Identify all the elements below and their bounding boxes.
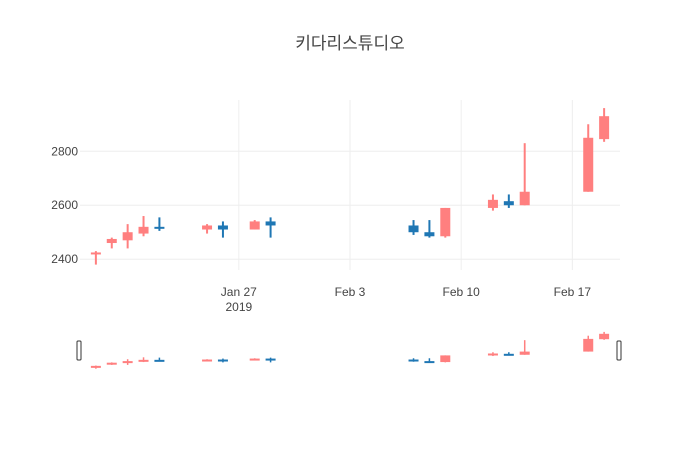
slider-candle-body bbox=[122, 361, 133, 364]
slider-candle-body bbox=[503, 353, 514, 356]
candle-body bbox=[519, 191, 530, 206]
range-slider-left-handle[interactable] bbox=[76, 340, 82, 361]
candle-body bbox=[154, 226, 165, 229]
candle-increasing bbox=[440, 207, 451, 238]
slider-candle-body bbox=[90, 365, 101, 368]
candle-body bbox=[487, 199, 498, 208]
slider-candle-body bbox=[519, 351, 530, 355]
candle-increasing bbox=[138, 216, 149, 237]
chart-title: 키다리스튜디오 bbox=[295, 34, 404, 54]
slider-candle-body bbox=[583, 338, 594, 352]
candle-body bbox=[106, 238, 117, 244]
candle-decreasing bbox=[217, 221, 228, 238]
candle-increasing bbox=[519, 143, 530, 206]
slider-candle bbox=[487, 352, 498, 357]
x-tick-label: Feb 17 bbox=[554, 285, 592, 299]
candle-body bbox=[424, 232, 435, 237]
slider-candle-body bbox=[487, 353, 498, 356]
x-tick-label: Jan 27 bbox=[221, 285, 257, 299]
x-tick-label: Feb 10 bbox=[442, 285, 480, 299]
candle-increasing bbox=[122, 224, 133, 249]
slider-candle bbox=[138, 357, 149, 363]
candle-decreasing bbox=[424, 220, 435, 238]
slider-candle bbox=[122, 359, 133, 365]
range-slider-background bbox=[80, 330, 620, 370]
candle-body bbox=[217, 225, 228, 230]
slider-candle bbox=[440, 355, 451, 363]
range-slider-right-handle[interactable] bbox=[616, 340, 622, 361]
candle-increasing bbox=[583, 124, 594, 192]
slider-candle-body bbox=[408, 359, 419, 362]
candle-increasing bbox=[90, 251, 101, 265]
candle-increasing bbox=[249, 220, 260, 230]
slider-candle bbox=[217, 358, 228, 363]
candle-body bbox=[265, 221, 276, 226]
candle-increasing bbox=[106, 237, 117, 249]
slider-candle-body bbox=[249, 358, 260, 361]
slider-candle bbox=[154, 357, 165, 362]
slider-candle bbox=[265, 357, 276, 363]
x-tick-label: Feb 3 bbox=[335, 285, 366, 299]
grid-layer bbox=[80, 100, 620, 270]
range-slider[interactable] bbox=[76, 330, 622, 370]
slider-candle-body bbox=[424, 361, 435, 364]
candle-body bbox=[138, 226, 149, 234]
candle-increasing bbox=[487, 194, 498, 211]
candle-increasing bbox=[202, 224, 213, 234]
slider-candle-body bbox=[265, 358, 276, 361]
slider-candle-body bbox=[202, 359, 213, 362]
candle-body bbox=[599, 116, 610, 140]
slider-candle bbox=[519, 340, 530, 355]
candle-body bbox=[408, 225, 419, 233]
slider-candle bbox=[583, 335, 594, 352]
slider-candle-body bbox=[138, 359, 149, 362]
candle-layer bbox=[90, 108, 610, 265]
y-tick-label: 2400 bbox=[51, 252, 78, 266]
axis-layer: 2400 2600 2800 Jan 27 Feb 3 Feb 10 Feb 17 2019 bbox=[51, 144, 591, 314]
slider-candle bbox=[503, 352, 514, 356]
slider-candle bbox=[90, 365, 101, 369]
slider-candle bbox=[424, 358, 435, 364]
y-tick-label: 2600 bbox=[51, 198, 78, 212]
slider-candle-body bbox=[154, 359, 165, 362]
y-tick-label: 2800 bbox=[51, 144, 78, 158]
slider-candle bbox=[408, 358, 419, 362]
x-tick-year-label: 2019 bbox=[225, 300, 252, 314]
slider-candle bbox=[202, 359, 213, 362]
slider-candle-body bbox=[106, 362, 117, 365]
candle-body bbox=[202, 225, 213, 230]
slider-candle bbox=[599, 331, 610, 340]
candle-increasing bbox=[599, 108, 610, 142]
candle-decreasing bbox=[503, 194, 514, 208]
candle-decreasing bbox=[408, 220, 419, 235]
candle-body bbox=[440, 207, 451, 237]
candle-body bbox=[249, 221, 260, 230]
slider-candle-body bbox=[217, 359, 228, 362]
candle-body bbox=[503, 201, 514, 206]
slider-candle bbox=[106, 362, 117, 365]
candle-body bbox=[122, 232, 133, 241]
slider-candle-body bbox=[599, 333, 610, 340]
slider-candle-body bbox=[440, 355, 451, 363]
candle-decreasing bbox=[154, 217, 165, 231]
candle-body bbox=[583, 137, 594, 192]
slider-candle bbox=[249, 358, 260, 361]
candle-decreasing bbox=[265, 217, 276, 238]
candle-body bbox=[90, 252, 101, 255]
